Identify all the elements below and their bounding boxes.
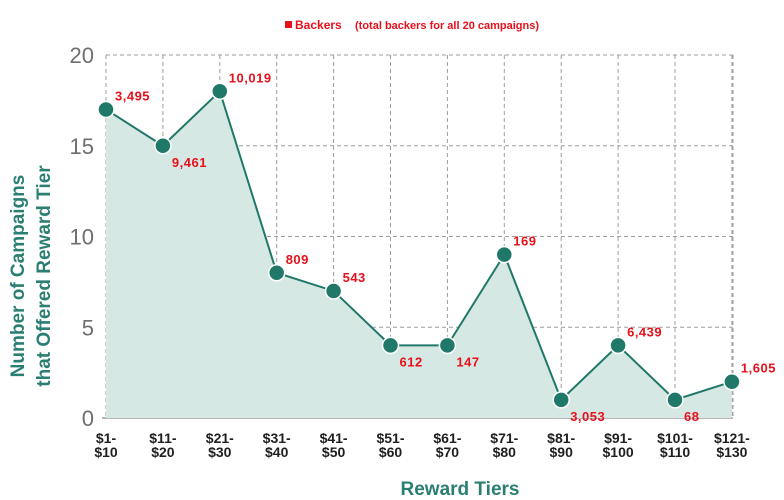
data-point xyxy=(211,82,229,101)
x-tick-label: $31-$40 xyxy=(263,430,291,460)
x-tick-label: $121-$130 xyxy=(714,430,750,460)
legend-label: Backers xyxy=(295,18,342,32)
data-label: 6,439 xyxy=(627,324,662,339)
data-label: 612 xyxy=(400,354,423,369)
y-tick-label: 0 xyxy=(82,406,94,431)
area-fill xyxy=(106,91,732,419)
data-label: 10,019 xyxy=(229,70,272,85)
x-tick-label: $21-$30 xyxy=(206,430,234,460)
y-tick-label: 15 xyxy=(70,134,94,159)
y-axis-title-line2: that Offered Reward Tier xyxy=(34,165,55,387)
data-point xyxy=(723,372,741,391)
data-point xyxy=(666,391,684,409)
data-label: 543 xyxy=(343,270,366,285)
x-axis-ticks: $1-$10 $11-$20 $21-$30 $31-$40 $41-$50 $51-$6… xyxy=(94,430,750,460)
data-label: 3,053 xyxy=(570,409,605,424)
data-points xyxy=(97,82,741,409)
y-axis-title: Number of Campaigns xyxy=(8,175,29,378)
data-label: 147 xyxy=(456,354,479,369)
data-point xyxy=(438,336,457,355)
x-tick-label: $81-$90 xyxy=(547,430,575,460)
series-line xyxy=(105,89,733,402)
y-axis-ticks: 0 5 10 15 20 xyxy=(70,43,94,431)
data-labels: 3,495 9,461 10,019 809 543 612 147 169 3,053 6,43… xyxy=(115,70,776,424)
data-label: 9,461 xyxy=(172,155,207,170)
x-tick-label: $1-$10 xyxy=(94,430,118,460)
x-tick-label: $91-$100 xyxy=(603,430,634,460)
x-tick-label: $71-$80 xyxy=(490,430,518,460)
data-label: 169 xyxy=(513,234,536,249)
data-label: 809 xyxy=(286,252,309,267)
data-point xyxy=(267,264,286,282)
x-tick-label: $101-$110 xyxy=(657,430,693,460)
data-point xyxy=(381,336,400,355)
data-label: 68 xyxy=(684,409,699,424)
data-point xyxy=(495,245,514,264)
y-tick-label: 10 xyxy=(70,225,94,250)
data-point xyxy=(324,282,343,300)
data-label: 3,495 xyxy=(115,88,150,103)
data-label: 1,605 xyxy=(741,361,776,376)
x-tick-label: $61-$70 xyxy=(433,430,461,460)
x-tick-label: $41-$50 xyxy=(320,430,348,460)
legend-swatch xyxy=(285,21,292,28)
x-axis-title: Reward Tiers xyxy=(401,479,520,500)
legend: Backers (total backers for all 20 campai… xyxy=(285,18,539,32)
data-point xyxy=(609,336,627,355)
data-point xyxy=(97,100,115,119)
x-tick-label: $11-$20 xyxy=(149,430,177,460)
data-point xyxy=(154,137,172,155)
data-point xyxy=(552,391,570,409)
y-tick-label: 20 xyxy=(70,43,94,68)
y-tick-label: 5 xyxy=(82,315,94,340)
x-tick-label: $51-$60 xyxy=(376,430,404,460)
legend-note: (total backers for all 20 campaigns) xyxy=(355,20,539,32)
